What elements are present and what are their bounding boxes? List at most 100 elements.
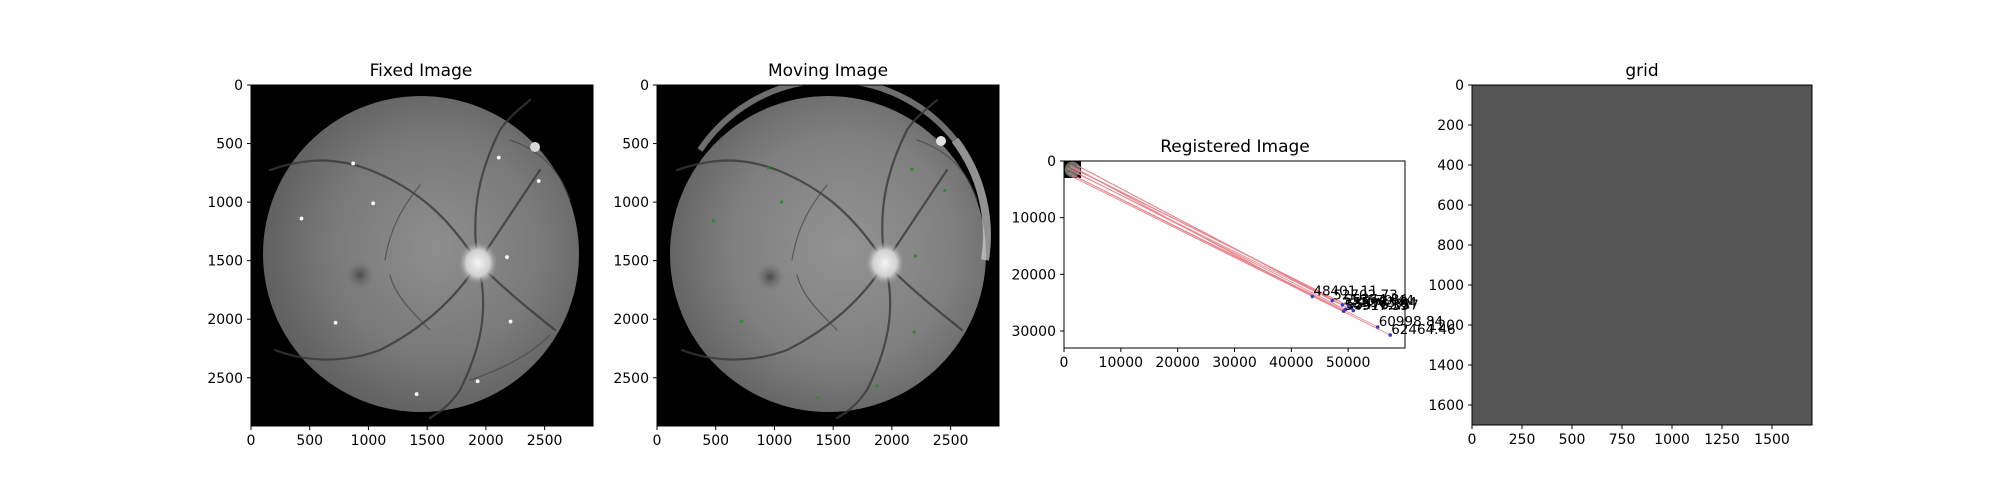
y-tick-label: 400: [1437, 158, 1464, 174]
x-tick-label: 1500: [1754, 432, 1790, 448]
fixed-landmark-markers: [299, 155, 541, 397]
x-tick-label: 0: [653, 433, 662, 449]
x-tick-label: 2500: [527, 433, 563, 449]
fixed-image-panel: Fixed Image 0 500 1000 150: [207, 61, 594, 449]
y-tick-label: 200: [1437, 118, 1464, 134]
registered-point: [1388, 333, 1393, 337]
moving-image-panel: Moving Image 0 500 1: [613, 61, 1000, 449]
correspondence-line: [1078, 165, 1343, 306]
landmark-point: [711, 219, 715, 223]
registered-point-label: 52702.73: [1333, 287, 1397, 303]
y-tick-label: 0: [640, 78, 649, 94]
landmark-point: [766, 166, 771, 170]
registered-image-panel: Registered Image 48401.1152702.7355374.8…: [1011, 137, 1455, 371]
registered-point: [1351, 308, 1356, 313]
x-tick-label: 2000: [468, 433, 504, 449]
registered-point: [1349, 305, 1354, 310]
correspondence-line: [1071, 176, 1391, 336]
registered-point-label: 60998.84: [1379, 314, 1443, 330]
y-tick-label: 1500: [207, 254, 243, 270]
moving-image-frame: [656, 84, 1000, 427]
registered-point-label: 54917.35: [1345, 298, 1409, 314]
registered-point-labels: 48401.1152702.7355374.8455579.4455476.52…: [1313, 283, 1455, 338]
registered-point: [1341, 309, 1346, 313]
registered-point-label: 62464.46: [1391, 322, 1455, 338]
y-tick-label: 500: [216, 137, 243, 153]
landmark-point: [739, 319, 744, 324]
registered-point: [1310, 294, 1315, 299]
x-tick-label: 1000: [757, 433, 793, 449]
registered-point-label: 55579.44: [1350, 293, 1414, 309]
correspondence-line: [1076, 169, 1352, 309]
registered-point-label: 55476.52: [1346, 296, 1410, 312]
x-tick-label: 1000: [351, 433, 387, 449]
landmark-point: [371, 201, 376, 206]
y-tick-label: 800: [1437, 238, 1464, 254]
landmark-point: [816, 396, 820, 400]
landmark-point: [912, 330, 916, 334]
y-tick-label: 1600: [1428, 398, 1464, 414]
landmark-point: [779, 200, 784, 204]
x-tick-label: 1250: [1704, 432, 1740, 448]
grid-image: [1472, 85, 1812, 425]
y-tick-label: 2000: [207, 312, 243, 328]
landmark-point: [508, 319, 513, 324]
y-tick-label: 1000: [613, 195, 649, 211]
x-tick-label: 0: [247, 433, 256, 449]
y-tick-label: 600: [1437, 198, 1464, 214]
landmark-point: [299, 216, 304, 221]
moving-image-raster: [657, 85, 999, 426]
y-tick-label: 2000: [613, 312, 649, 328]
landmark-point: [943, 188, 947, 192]
x-tick-label: 750: [1609, 432, 1636, 448]
registered-point-label: 55763.57: [1354, 298, 1418, 314]
x-tick-label: 2000: [874, 433, 910, 449]
landmark-point: [505, 255, 509, 260]
x-tick-label: 1500: [409, 433, 445, 449]
y-tick-label: 0: [1047, 154, 1056, 170]
landmark-point: [875, 384, 879, 388]
x-tick-label: 500: [1559, 432, 1586, 448]
y-tick-label: 1200: [1428, 318, 1464, 334]
x-tick-label: 0: [1468, 432, 1477, 448]
x-tick-label: 500: [702, 433, 729, 449]
correspondence-lines: [1066, 164, 1391, 336]
y-tick-label: 1400: [1428, 358, 1464, 374]
registered-points: [1310, 294, 1393, 337]
x-tick-label: 40000: [1269, 355, 1314, 371]
registered-point-label: 55963.84: [1353, 295, 1417, 311]
y-tick-label: 30000: [1011, 324, 1056, 340]
fixed-image-frame: [250, 84, 594, 427]
x-tick-label: 20000: [1155, 355, 1200, 371]
moving-image-title: Moving Image: [768, 61, 888, 81]
registered-point-label: 55374.84: [1343, 292, 1407, 308]
x-tick-label: 10000: [1099, 355, 1144, 371]
registered-image-title: Registered Image: [1160, 137, 1310, 157]
landmark-point: [913, 254, 917, 258]
fixed-image-title: Fixed Image: [370, 61, 473, 81]
y-tick-label: 1000: [207, 195, 243, 211]
y-tick-label: 20000: [1011, 267, 1056, 283]
registered-point: [1330, 298, 1335, 303]
y-tick-label: 10000: [1011, 211, 1056, 227]
y-tick-label: 0: [234, 78, 243, 94]
landmark-point: [496, 155, 501, 160]
landmark-point: [414, 392, 419, 397]
landmark-point: [910, 167, 914, 171]
x-tick-label: 1500: [815, 433, 851, 449]
landmark-point: [536, 179, 541, 183]
y-tick-label: 2500: [613, 371, 649, 387]
registered-point: [1340, 303, 1345, 307]
landmark-point: [475, 379, 480, 384]
registered-point: [1346, 304, 1351, 308]
correspondence-line: [1074, 175, 1378, 328]
y-tick-label: 1500: [613, 254, 649, 270]
x-tick-label: 50000: [1326, 355, 1371, 371]
y-tick-label: 2500: [207, 371, 243, 387]
x-tick-label: 1000: [1654, 432, 1690, 448]
grid-frame: [1471, 84, 1813, 426]
moving-landmark-markers: [711, 166, 947, 400]
registered-point-label: 48401.11: [1313, 283, 1377, 299]
landmark-point: [351, 161, 356, 166]
